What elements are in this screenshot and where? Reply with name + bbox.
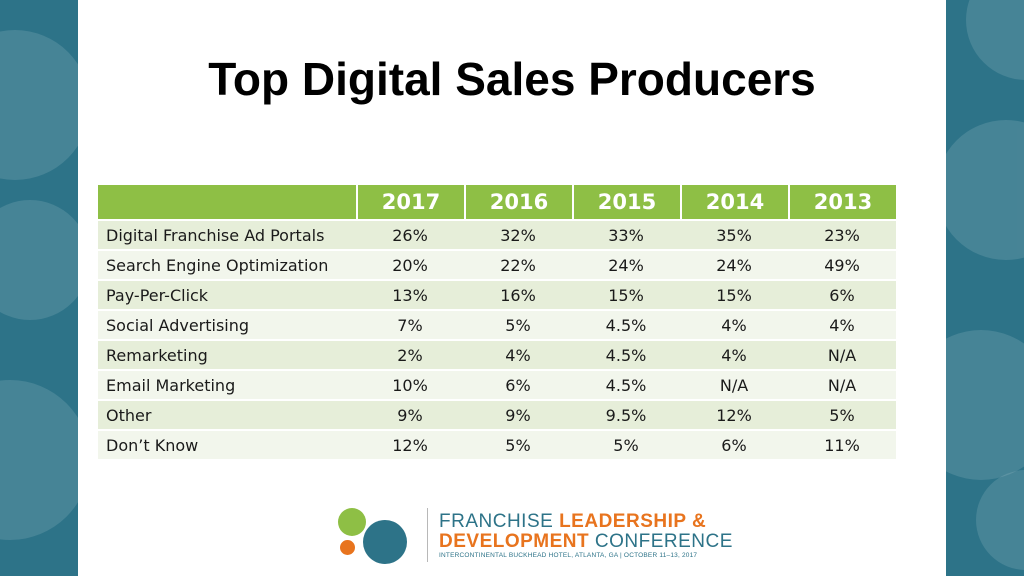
table-cell: 11% [788,431,896,459]
logo-orange-circle-icon [340,540,355,555]
table-cell: 22% [464,251,572,279]
table-cell: 12% [680,401,788,429]
table-cell: 6% [464,371,572,399]
table-cell: 35% [680,221,788,249]
row-label: Search Engine Optimization [98,251,356,279]
slide-title: Top Digital Sales Producers [208,53,816,105]
table-cell: 9% [356,401,464,429]
decorative-circle [976,470,1024,570]
table-row: Remarketing 2% 4% 4.5% 4% N/A [98,341,896,369]
logo-text-franchise: FRANCHISE [439,511,560,532]
logo-text-ampersand: & [686,511,707,532]
logo-divider [427,508,428,562]
decorative-circle [0,380,78,540]
table-cell: 49% [788,251,896,279]
table-row: Other 9% 9% 9.5% 12% 5% [98,401,896,429]
table-cell: 33% [572,221,680,249]
table-row: Search Engine Optimization 20% 22% 24% 2… [98,251,896,279]
column-header-2014: 2014 [680,185,788,219]
row-label: Pay-Per-Click [98,281,356,309]
table-row: Pay-Per-Click 13% 16% 15% 15% 6% [98,281,896,309]
row-label: Remarketing [98,341,356,369]
table-corner-cell [98,185,356,219]
table-cell: 4% [680,311,788,339]
decorative-circle [0,30,78,180]
row-label: Other [98,401,356,429]
table-row: Don’t Know 12% 5% 5% 6% 11% [98,431,896,459]
column-header-2017: 2017 [356,185,464,219]
decorative-circle [966,0,1024,80]
table-cell: 2% [356,341,464,369]
decorative-circle [0,200,78,320]
table-cell: 4.5% [572,311,680,339]
table-cell: 7% [356,311,464,339]
table-cell: 32% [464,221,572,249]
table-cell: 15% [572,281,680,309]
logo-line-2: DEVELOPMENT CONFERENCE [439,531,733,553]
table-cell: 12% [356,431,464,459]
table-cell: 16% [464,281,572,309]
table-cell: 5% [464,431,572,459]
table-cell: 4% [680,341,788,369]
column-header-2015: 2015 [572,185,680,219]
table-cell: 24% [680,251,788,279]
column-header-2013: 2013 [788,185,896,219]
sales-producers-table: 2017 2016 2015 2014 2013 Digital Franchi… [98,183,896,461]
table-cell: 5% [788,401,896,429]
logo-text-development: DEVELOPMENT [439,531,590,552]
table-row: Social Advertising 7% 5% 4.5% 4% 4% [98,311,896,339]
table-cell: 13% [356,281,464,309]
logo-teal-circle-icon [363,520,407,564]
right-decorative-panel [946,0,1024,576]
logo-green-circle-icon [338,508,366,536]
table-cell: 15% [680,281,788,309]
table-cell: 20% [356,251,464,279]
table-cell: 4% [788,311,896,339]
column-header-2016: 2016 [464,185,572,219]
logo-line-1: FRANCHISE LEADERSHIP & [439,511,706,533]
table-cell: 26% [356,221,464,249]
logo-text-conference: CONFERENCE [589,531,733,552]
table-cell: 10% [356,371,464,399]
conference-logo: FRANCHISE LEADERSHIP & DEVELOPMENT CONFE… [333,505,732,565]
logo-venue-date: INTERCONTINENTAL BUCKHEAD HOTEL, ATLANTA… [439,552,698,559]
table-cell: N/A [788,371,896,399]
table-cell: 6% [680,431,788,459]
decorative-circle [946,120,1024,260]
table-cell: N/A [788,341,896,369]
table-cell: 5% [572,431,680,459]
table-row: Digital Franchise Ad Portals 26% 32% 33%… [98,221,896,249]
table-cell: 6% [788,281,896,309]
table-cell: 5% [464,311,572,339]
table-cell: 9% [464,401,572,429]
table-cell: 24% [572,251,680,279]
table-row: Email Marketing 10% 6% 4.5% N/A N/A [98,371,896,399]
table-header-row: 2017 2016 2015 2014 2013 [98,185,896,219]
table-cell: N/A [680,371,788,399]
table-cell: 9.5% [572,401,680,429]
row-label: Digital Franchise Ad Portals [98,221,356,249]
row-label: Email Marketing [98,371,356,399]
decorative-circle [946,330,1024,480]
table-cell: 23% [788,221,896,249]
table-cell: 4.5% [572,371,680,399]
row-label: Social Advertising [98,311,356,339]
table-cell: 4.5% [572,341,680,369]
row-label: Don’t Know [98,431,356,459]
logo-text-leadership: LEADERSHIP [559,511,687,532]
left-decorative-panel [0,0,78,576]
table-cell: 4% [464,341,572,369]
